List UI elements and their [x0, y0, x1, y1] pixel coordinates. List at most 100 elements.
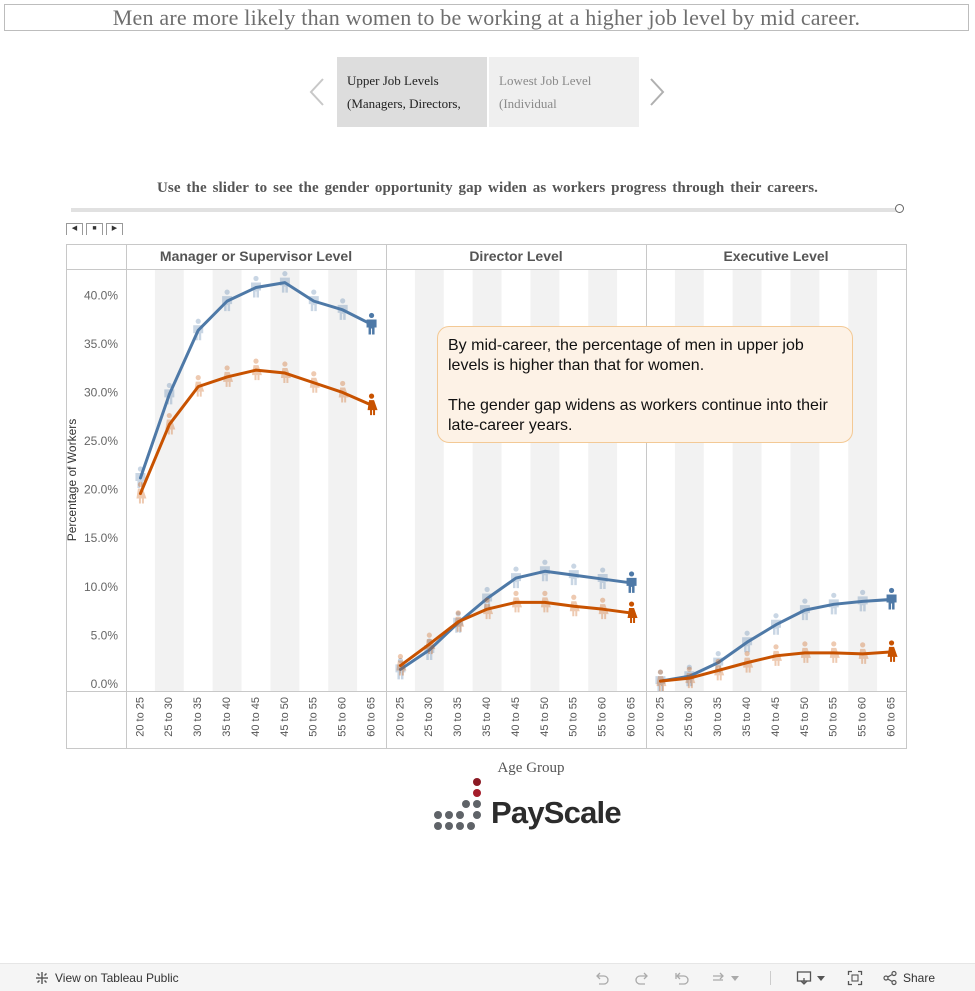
x-tick-label: 35 to 40 [741, 697, 753, 737]
download-icon [796, 971, 812, 985]
y-axis-title: Percentage of Workers [65, 419, 79, 542]
payscale-dots-icon [434, 778, 481, 830]
women-series-line [398, 600, 634, 668]
share-icon [883, 970, 897, 986]
x-tick-label: 25 to 30 [683, 697, 695, 737]
logo-wordmark: PayScale [491, 795, 622, 830]
y-tick-label: 20.0% [84, 483, 118, 497]
women-series-line [138, 368, 374, 496]
x-tick-label: 45 to 50 [279, 697, 291, 737]
refresh-button[interactable] [710, 970, 739, 986]
x-tick-label: 45 to 50 [799, 697, 811, 737]
redo-button[interactable] [634, 970, 650, 986]
x-tick-label: 40 to 45 [770, 697, 782, 737]
y-tick-label: 0.0% [91, 677, 119, 691]
y-tick-label: 25.0% [84, 434, 118, 448]
x-tick-label: 25 to 30 [163, 697, 175, 737]
slider-step-forward-button[interactable]: ▶ [106, 223, 123, 235]
age-slider-thumb[interactable] [895, 204, 904, 213]
story-point-upper-job-levels[interactable]: Upper Job Levels (Managers, Directors, [337, 57, 487, 127]
x-tick-label: 30 to 35 [712, 697, 724, 737]
tableau-footer: View on Tableau Public Share [0, 963, 975, 991]
y-tick-label: 40.0% [84, 288, 118, 302]
chevron-right-icon [650, 78, 665, 106]
share-label: Share [903, 971, 936, 985]
share-button[interactable]: Share [882, 970, 935, 986]
chart-frame [66, 244, 907, 749]
fullscreen-icon [847, 970, 863, 986]
story-point-lowest-job-level[interactable]: Lowest Job Level (Individual [489, 57, 639, 127]
tableau-logo-icon [36, 972, 48, 984]
x-tick-label: 50 to 55 [308, 697, 320, 737]
revert-icon [675, 972, 689, 985]
men-series-line [658, 597, 894, 683]
refresh-icon [713, 972, 724, 981]
y-tick-label: 5.0% [91, 628, 119, 642]
female-person-icon[interactable] [252, 358, 262, 381]
revert-button[interactable] [674, 970, 690, 986]
x-tick-label: 20 to 25 [654, 697, 666, 737]
chevron-left-icon [309, 78, 324, 106]
story-navigator: Upper Job Levels (Managers, Directors, L… [305, 57, 675, 127]
x-tick-label: 40 to 45 [510, 697, 522, 737]
x-tick-label: 55 to 60 [337, 697, 349, 737]
male-person-icon[interactable] [539, 559, 550, 582]
annotation-text: By mid-career, the percentage of men in … [448, 337, 804, 374]
y-tick-label: 30.0% [84, 385, 118, 399]
page-title: Men are more likely than women to be wor… [4, 4, 969, 31]
x-tick-label: 55 to 60 [597, 697, 609, 737]
x-tick-label: 60 to 65 [625, 697, 637, 737]
caret-down-icon [817, 976, 825, 981]
y-tick-label: 35.0% [84, 337, 118, 351]
x-tick-label: 50 to 55 [828, 697, 840, 737]
x-tick-label: 35 to 40 [221, 697, 233, 737]
story-point-label: (Individual [499, 96, 557, 111]
x-tick-label: 60 to 65 [885, 697, 897, 737]
x-tick-label: 30 to 35 [192, 697, 204, 737]
x-tick-label: 55 to 60 [857, 697, 869, 737]
panel-header: Manager or Supervisor Level [160, 248, 352, 264]
x-tick-label: 50 to 55 [568, 697, 580, 737]
men-series-line [138, 281, 374, 480]
age-band [154, 269, 184, 691]
panel-header: Executive Level [723, 248, 828, 264]
women-series-line [658, 650, 894, 683]
x-tick-label: 30 to 35 [452, 697, 464, 737]
x-tick-label: 60 to 65 [365, 697, 377, 737]
story-prev-button[interactable] [305, 75, 329, 109]
panel-header: Director Level [469, 248, 562, 264]
slider-play-button[interactable]: ■ [86, 223, 103, 235]
job-level-chart: Manager or Supervisor Level 20 to 25 25 to… [65, 244, 907, 776]
payscale-logo: PayScale [432, 778, 622, 840]
story-point-label: Lowest Job Level [499, 73, 592, 88]
undo-button[interactable] [594, 970, 610, 986]
annotation-text: The gender gap widens as workers continu… [448, 397, 828, 434]
x-tick-label: 40 to 45 [250, 697, 262, 737]
y-tick-label: 10.0% [84, 580, 118, 594]
x-axis-title: Age Group [497, 760, 564, 776]
age-slider-track[interactable] [71, 208, 897, 212]
view-on-tableau-label: View on Tableau Public [55, 971, 179, 985]
footer-divider [770, 971, 771, 985]
age-band [270, 269, 300, 691]
story-next-button[interactable] [645, 75, 669, 109]
caret-down-icon [731, 976, 739, 981]
story-point-label: Upper Job Levels [347, 73, 439, 88]
view-on-tableau-link[interactable]: View on Tableau Public [34, 970, 179, 986]
age-band [848, 269, 878, 691]
men-series-line [398, 569, 634, 671]
x-tick-label: 20 to 25 [134, 697, 146, 737]
slider-step-back-button[interactable]: ◀ [66, 223, 83, 235]
undo-icon [596, 972, 609, 985]
y-tick-label: 15.0% [84, 531, 118, 545]
slider-instruction: Use the slider to see the gender opportu… [156, 180, 819, 196]
x-tick-label: 20 to 25 [394, 697, 406, 737]
x-tick-label: 25 to 30 [423, 697, 435, 737]
age-band [212, 269, 242, 691]
x-tick-label: 35 to 40 [481, 697, 493, 737]
male-person-icon[interactable] [279, 271, 290, 293]
female-person-icon[interactable] [136, 481, 147, 504]
download-button[interactable] [796, 970, 825, 986]
fullscreen-button[interactable] [847, 970, 863, 986]
age-band [328, 269, 358, 691]
